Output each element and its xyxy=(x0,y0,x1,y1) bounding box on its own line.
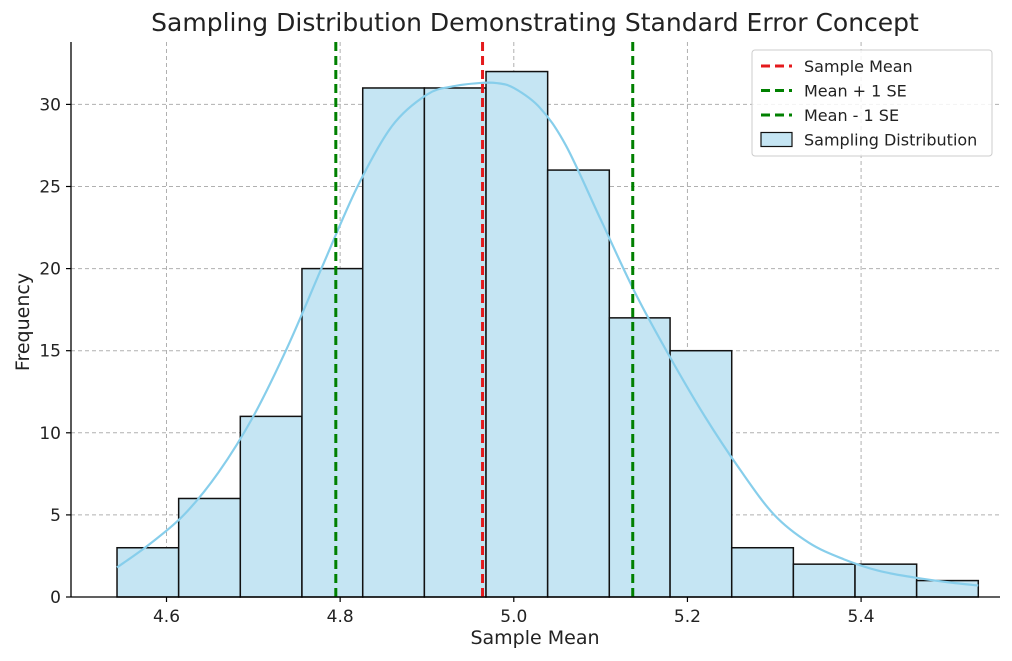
histogram-bar xyxy=(361,87,426,598)
legend-label: Sampling Distribution xyxy=(804,131,977,150)
kde-curve xyxy=(116,81,979,587)
histogram-bar xyxy=(485,70,549,598)
y-tick-label: 0 xyxy=(50,588,61,608)
x-tick-label: 5.2 xyxy=(674,607,701,627)
legend-label: Mean - 1 SE xyxy=(804,106,899,125)
histogram-bar xyxy=(730,546,795,598)
x-tick-label: 4.6 xyxy=(153,607,180,627)
legend-label: Sample Mean xyxy=(804,57,913,76)
kde-curve-layer xyxy=(116,81,979,587)
reference-lines xyxy=(334,42,635,597)
y-tick-label: 25 xyxy=(39,177,61,197)
x-tick-label: 4.8 xyxy=(327,607,354,627)
axes xyxy=(66,42,1000,602)
y-axis-label: Frequency xyxy=(12,273,34,371)
histogram-bar xyxy=(669,349,733,598)
legend: Sample Mean Mean + 1 SE Mean - 1 SE Samplin… xyxy=(751,49,993,157)
y-tick-label: 15 xyxy=(39,342,61,362)
tick-labels: 4.6 4.8 5.0 5.2 5.4 0 5 10 15 20 25 30 xyxy=(39,95,874,627)
histogram-bar xyxy=(854,563,918,598)
histogram-bars xyxy=(116,70,980,598)
histogram-bar xyxy=(546,169,611,598)
histogram-bar xyxy=(608,317,671,598)
legend-box xyxy=(751,49,993,157)
histogram-bar xyxy=(792,563,856,598)
y-tick-label: 5 xyxy=(50,506,61,526)
x-tick-label: 5.0 xyxy=(500,607,527,627)
histogram-bar xyxy=(239,415,303,598)
y-tick-label: 30 xyxy=(39,95,61,115)
chart-title: Sampling Distribution Demonstrating Stan… xyxy=(151,8,919,37)
histogram-bar xyxy=(177,497,242,598)
legend-swatch-patch xyxy=(760,131,793,148)
x-tick-label: 5.4 xyxy=(848,607,875,627)
histogram-bar xyxy=(301,267,364,598)
legend-label: Mean + 1 SE xyxy=(804,82,907,101)
y-tick-label: 20 xyxy=(39,260,61,280)
x-axis-label: Sample Mean xyxy=(470,627,599,649)
y-tick-label: 10 xyxy=(39,424,61,444)
histogram-bar xyxy=(423,87,487,598)
histogram-bar xyxy=(116,546,180,598)
